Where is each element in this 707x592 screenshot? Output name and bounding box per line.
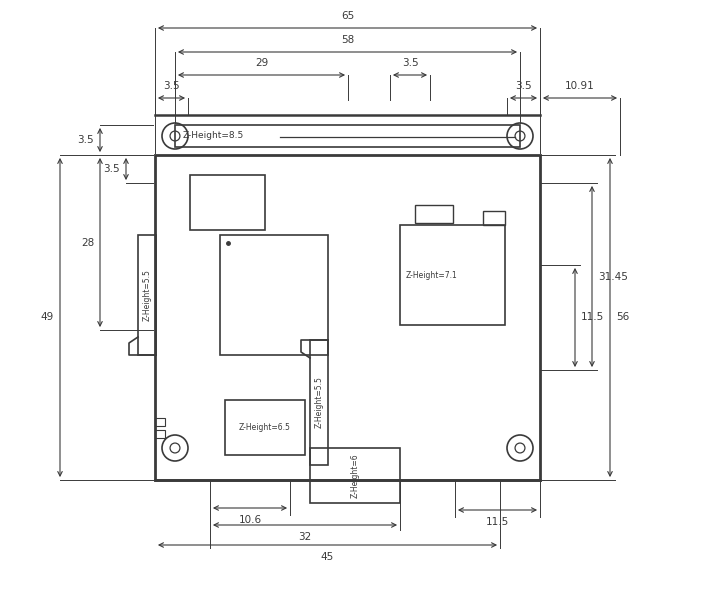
Text: 31.45: 31.45 (598, 272, 628, 282)
Text: 49: 49 (41, 313, 54, 323)
Text: 3.5: 3.5 (77, 135, 94, 145)
Text: 3.5: 3.5 (163, 81, 180, 91)
Text: 11.5: 11.5 (486, 517, 509, 527)
Text: 10.91: 10.91 (565, 81, 595, 91)
Bar (310, 340, 328, 465)
Text: 58: 58 (341, 35, 354, 45)
Text: 28: 28 (81, 237, 94, 247)
Text: Z-Height=6.5: Z-Height=6.5 (239, 423, 291, 432)
Text: 10.6: 10.6 (238, 515, 262, 525)
Bar (310, 448, 400, 503)
Text: 29: 29 (255, 58, 268, 68)
Text: 65: 65 (341, 11, 354, 21)
Bar (138, 235, 156, 355)
Text: 3.5: 3.5 (103, 164, 120, 174)
Text: 3.5: 3.5 (402, 58, 419, 68)
Text: 3.5: 3.5 (515, 81, 532, 91)
Bar (220, 235, 328, 355)
Bar (415, 205, 453, 223)
Text: Z-Height=5.5: Z-Height=5.5 (143, 269, 151, 321)
Bar (400, 225, 505, 325)
Text: Z-Height=6: Z-Height=6 (351, 453, 359, 498)
Text: Z-Height=8.5: Z-Height=8.5 (183, 131, 244, 140)
Bar (155, 430, 165, 438)
Text: 45: 45 (321, 552, 334, 562)
Bar (155, 418, 165, 426)
Bar (190, 175, 265, 230)
Bar (225, 400, 305, 455)
Bar (175, 125, 520, 147)
Text: 11.5: 11.5 (581, 313, 604, 323)
Text: 56: 56 (616, 313, 629, 323)
Text: Z-Height=7.1: Z-Height=7.1 (406, 271, 457, 279)
Text: 32: 32 (298, 532, 312, 542)
Bar (155, 155, 540, 480)
Text: Z-Height=5.5: Z-Height=5.5 (315, 377, 324, 429)
Bar (483, 211, 505, 225)
